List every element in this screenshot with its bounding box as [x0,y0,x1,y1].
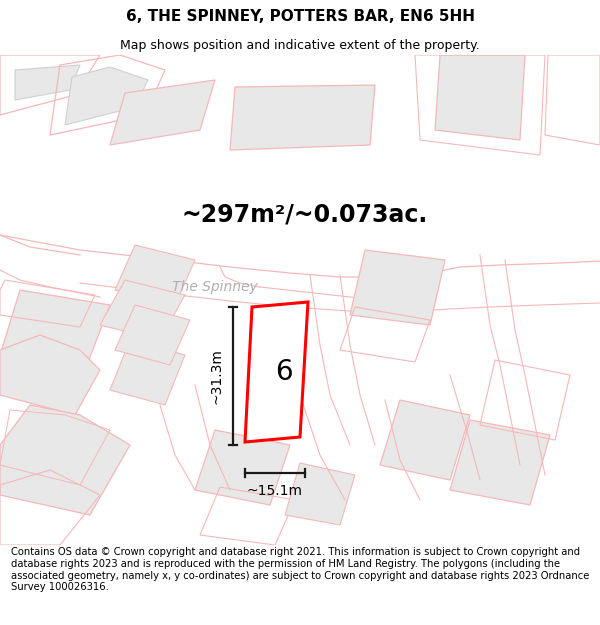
Text: ~297m²/~0.073ac.: ~297m²/~0.073ac. [182,203,428,227]
Text: 6: 6 [275,358,293,386]
Text: 6, THE SPINNEY, POTTERS BAR, EN6 5HH: 6, THE SPINNEY, POTTERS BAR, EN6 5HH [125,9,475,24]
Text: ~15.1m: ~15.1m [247,484,303,498]
Polygon shape [0,290,110,370]
Polygon shape [110,80,215,145]
Polygon shape [100,280,185,340]
Polygon shape [230,85,375,150]
Text: Map shows position and indicative extent of the property.: Map shows position and indicative extent… [120,39,480,52]
Polygon shape [435,55,525,140]
Polygon shape [0,405,130,515]
Text: Contains OS data © Crown copyright and database right 2021. This information is : Contains OS data © Crown copyright and d… [11,548,589,592]
Text: ~31.3m: ~31.3m [210,348,224,404]
Polygon shape [285,463,355,525]
Polygon shape [450,420,550,505]
Polygon shape [350,250,445,325]
Polygon shape [380,400,470,480]
Polygon shape [65,67,148,125]
Text: The Spinney: The Spinney [172,280,258,294]
Polygon shape [195,430,290,505]
Polygon shape [115,305,190,365]
Polygon shape [115,245,195,305]
Polygon shape [110,340,185,405]
Polygon shape [15,65,80,100]
Polygon shape [0,335,100,415]
Polygon shape [245,302,308,442]
